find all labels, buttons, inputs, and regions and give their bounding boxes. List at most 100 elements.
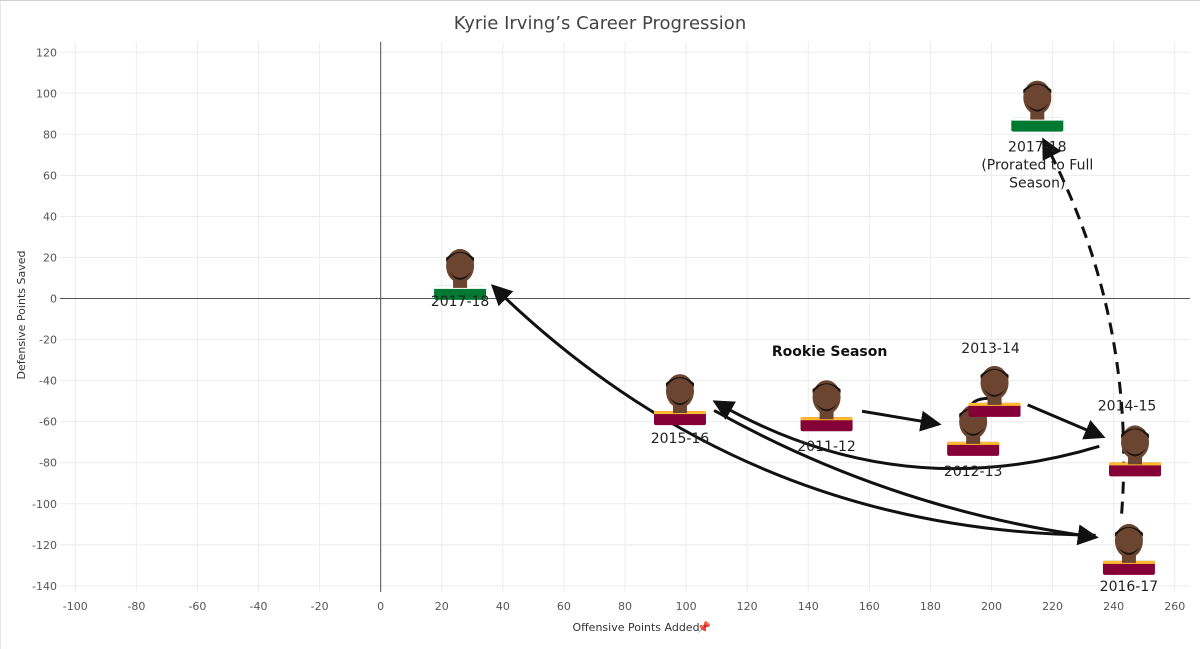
hair-shape (1114, 526, 1143, 537)
x-axis-pin-icon[interactable]: 📌 (697, 620, 711, 634)
progression-arrow (1042, 137, 1126, 514)
x-axis-title: Offensive Points Added (572, 621, 699, 634)
y-tick-label: -80 (39, 457, 57, 470)
jersey-shape (968, 402, 1021, 417)
labels-layer: 2011-12 2012-13 2013-14 2014-15 2015-16 2016-… (431, 140, 1158, 595)
head-shape (446, 248, 475, 283)
point-label: 2017-18 (431, 294, 490, 310)
y-tick-label: 0 (50, 293, 57, 306)
y-tick-label: 120 (36, 46, 57, 59)
hair-shape (1121, 428, 1150, 439)
head-shape (1121, 425, 1150, 460)
points-layer (434, 80, 1162, 575)
jersey-shape (434, 285, 487, 300)
progression-arrow (712, 400, 1100, 471)
x-tick-label: 260 (1164, 600, 1185, 613)
head-shape (980, 365, 1009, 400)
head-shape (1023, 80, 1052, 115)
head-shape (1114, 523, 1143, 558)
zero-lines (60, 42, 1190, 592)
beard-shape (1026, 103, 1049, 112)
player-marker (653, 374, 706, 426)
y-tick-label: -40 (39, 375, 57, 388)
y-tick-label: 100 (36, 87, 57, 100)
annotation-label: Rookie Season (772, 344, 887, 360)
head-shape (665, 374, 694, 409)
x-tick-label: -100 (63, 600, 88, 613)
jersey-shape (1102, 560, 1155, 575)
x-tick-label: -60 (188, 600, 206, 613)
beard-shape (1124, 448, 1147, 457)
x-tick-label: 240 (1103, 600, 1124, 613)
y-tick-label: -20 (39, 334, 57, 347)
point-label: (Prorated to Full (981, 158, 1093, 174)
beard-shape (449, 271, 472, 280)
y-tick-label: 80 (43, 128, 57, 141)
progression-arrow (490, 284, 1096, 537)
x-tick-label: 120 (737, 600, 758, 613)
progression-arrow (1027, 403, 1106, 440)
chart-title: Kyrie Irving’s Career Progression (454, 13, 746, 34)
x-tick-label: 200 (981, 600, 1002, 613)
y-tick-label: -140 (32, 580, 57, 593)
x-tick-label: 0 (377, 600, 384, 613)
jersey-shape (800, 417, 853, 432)
point-label: Season) (1009, 176, 1065, 192)
point-label: 2015-16 (651, 431, 710, 447)
x-tick-label: 140 (798, 600, 819, 613)
tick-labels: -100 -80 -60 -40 -20 0 20 40 60 80 100 120 140 160 180… (32, 46, 1185, 613)
hair-shape (665, 377, 694, 388)
player-marker (1011, 80, 1064, 132)
x-tick-label: -40 (250, 600, 268, 613)
y-tick-label: 60 (43, 169, 57, 182)
point-label: 2016-17 (1100, 579, 1159, 595)
hair-shape (812, 383, 841, 394)
point-label: 2013-14 (961, 341, 1020, 357)
player-marker (968, 365, 1021, 417)
arrows-layer (490, 137, 1126, 546)
hair-shape (1023, 83, 1052, 94)
point-label: 2011-12 (797, 439, 856, 455)
hair-shape (980, 368, 1009, 379)
y-axis-title: Defensive Points Saved (15, 251, 28, 380)
beard-shape (1117, 546, 1140, 555)
player-marker (1102, 523, 1155, 575)
hair-shape (446, 251, 475, 262)
svg-text:📌: 📌 (697, 620, 711, 634)
y-tick-label: 40 (43, 210, 57, 223)
jersey-shape (1011, 117, 1064, 132)
y-tick-label: -100 (32, 498, 57, 511)
player-marker (434, 248, 487, 300)
point-label: 2014-15 (1098, 398, 1157, 414)
x-tick-label: 40 (496, 600, 510, 613)
head-shape (812, 380, 841, 415)
beard-shape (668, 397, 691, 406)
beard-shape (962, 427, 985, 436)
x-tick-label: -20 (311, 600, 329, 613)
beard-shape (815, 403, 838, 412)
progression-arrow (713, 409, 1099, 546)
x-tick-label: 160 (859, 600, 880, 613)
x-tick-label: 100 (676, 600, 697, 613)
jersey-shape (947, 441, 1000, 456)
y-tick-label: -60 (39, 416, 57, 429)
grid-layer (60, 42, 1190, 592)
point-label: 2012-13 (944, 464, 1003, 480)
y-tick-label: -120 (32, 539, 57, 552)
beard-shape (983, 388, 1006, 397)
y-tick-label: 20 (43, 251, 57, 264)
jersey-shape (1109, 462, 1162, 477)
x-tick-label: 220 (1042, 600, 1063, 613)
player-marker (800, 380, 853, 432)
x-tick-label: 60 (557, 600, 571, 613)
point-label: 2017-18 (1008, 140, 1067, 156)
x-tick-label: 80 (618, 600, 632, 613)
x-tick-label: 20 (435, 600, 449, 613)
progression-arrow (861, 409, 942, 432)
jersey-shape (653, 411, 706, 426)
x-tick-label: 180 (920, 600, 941, 613)
player-marker (1109, 425, 1162, 477)
x-tick-label: -80 (127, 600, 145, 613)
